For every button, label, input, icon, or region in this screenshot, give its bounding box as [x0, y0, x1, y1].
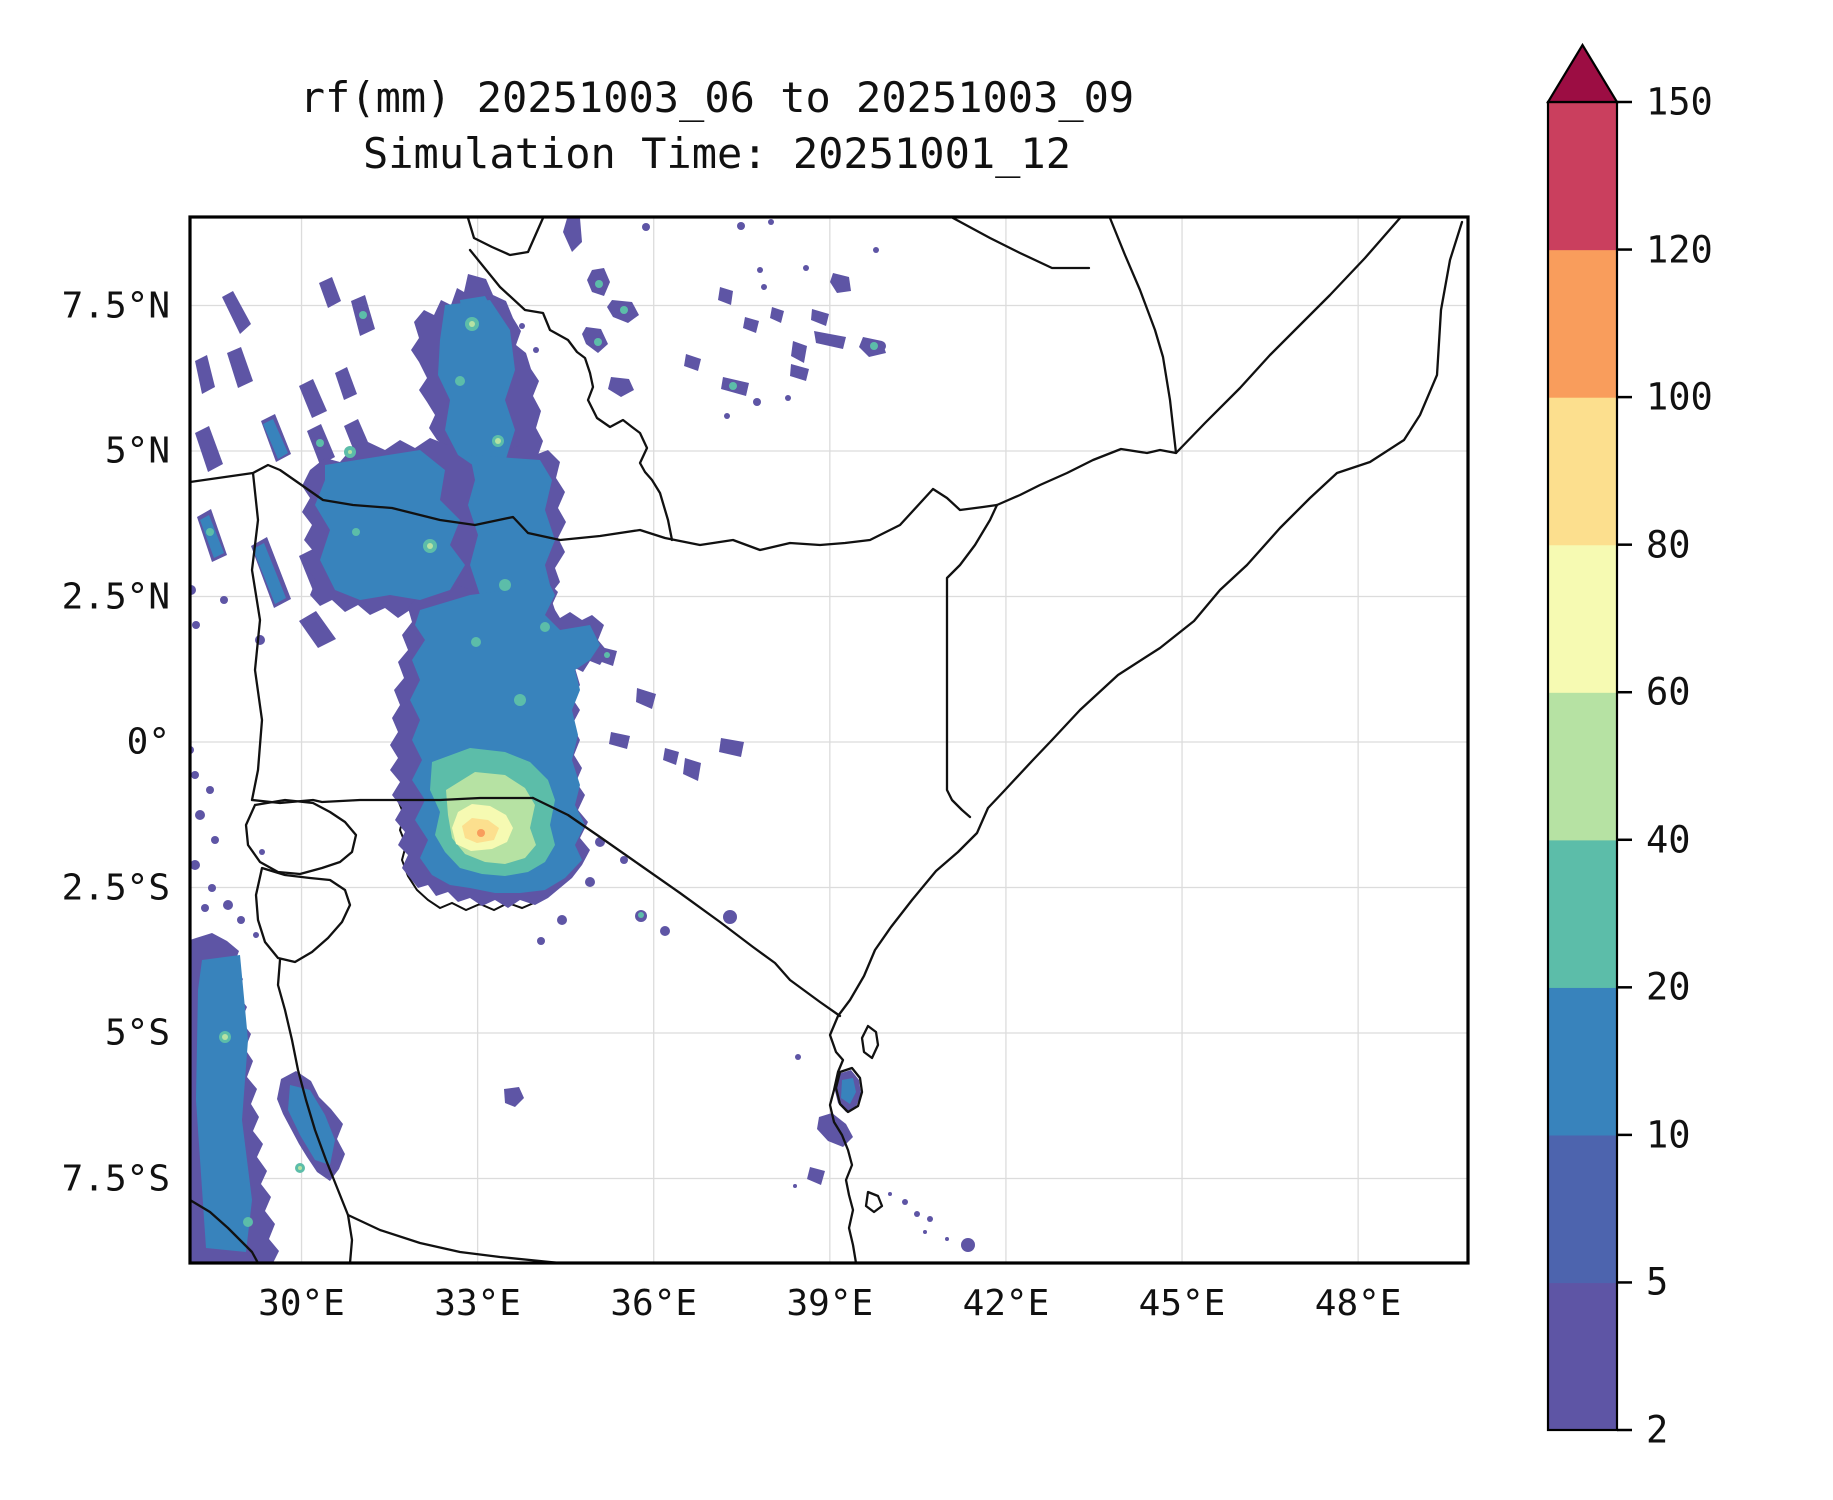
x-axis-tick-label: 36°E	[610, 1283, 698, 1324]
colorbar-tick-label: 120	[1646, 228, 1713, 272]
y-axis-tick-label: 5°S	[104, 1012, 170, 1054]
map-frame	[188, 215, 1470, 1265]
colorbar-tick-label: 60	[1646, 670, 1691, 714]
colorbar-tick-label: 5	[1646, 1260, 1669, 1304]
country-borders-coastline	[190, 217, 1464, 1263]
y-axis-tick-label: 2.5°N	[61, 576, 170, 617]
x-axis-tick-label: 30°E	[258, 1283, 345, 1324]
colorbar-tick-label: 10	[1646, 1113, 1691, 1157]
colorbar-segment	[1548, 692, 1617, 841]
colorbar-segment	[1548, 839, 1617, 988]
colorbar-tick-label: 100	[1646, 375, 1713, 419]
x-axis-tick-label: 45°E	[1138, 1283, 1226, 1324]
y-axis-tick-label: 5°N	[104, 430, 170, 472]
x-axis-tick-label: 42°E	[962, 1283, 1050, 1324]
colorbar-segment	[1548, 987, 1617, 1136]
colorbar-segment	[1548, 397, 1617, 546]
x-axis-tick-label: 39°E	[786, 1283, 874, 1324]
colorbar-extend-max-arrow	[1546, 42, 1619, 104]
colorbar-tick-label: 80	[1646, 523, 1691, 567]
colorbar-tick-label: 150	[1646, 80, 1713, 124]
colorbar	[1546, 42, 1632, 1432]
colorbar-tick-label: 40	[1646, 818, 1691, 862]
plot-title: rf(mm) 20251003_06 to 20251003_09	[299, 73, 1135, 122]
graticule-gridlines	[190, 217, 1468, 1263]
y-axis-tick-label: 7.5°S	[61, 1158, 170, 1199]
y-axis-tick-label: 7.5°N	[61, 285, 170, 326]
x-axis-tick-label: 48°E	[1314, 1283, 1402, 1324]
colorbar-segment	[1548, 1134, 1617, 1284]
colorbar-segment	[1548, 544, 1617, 693]
colorbar-segment	[1548, 1282, 1617, 1431]
colorbar-segment	[1548, 249, 1617, 398]
colorbar-tick-label: 2	[1646, 1408, 1669, 1452]
x-axis-tick-label: 33°E	[434, 1283, 521, 1324]
rainfall-contour-field	[190, 217, 975, 1263]
y-axis-tick-label: 2.5°S	[61, 867, 170, 908]
colorbar-segment	[1548, 102, 1617, 251]
map-area	[190, 217, 1468, 1263]
colorbar-tick-label: 20	[1646, 965, 1691, 1009]
y-axis-tick-label: 0°	[126, 721, 170, 763]
plot-subtitle: Simulation Time: 20251001_12	[362, 129, 1071, 178]
